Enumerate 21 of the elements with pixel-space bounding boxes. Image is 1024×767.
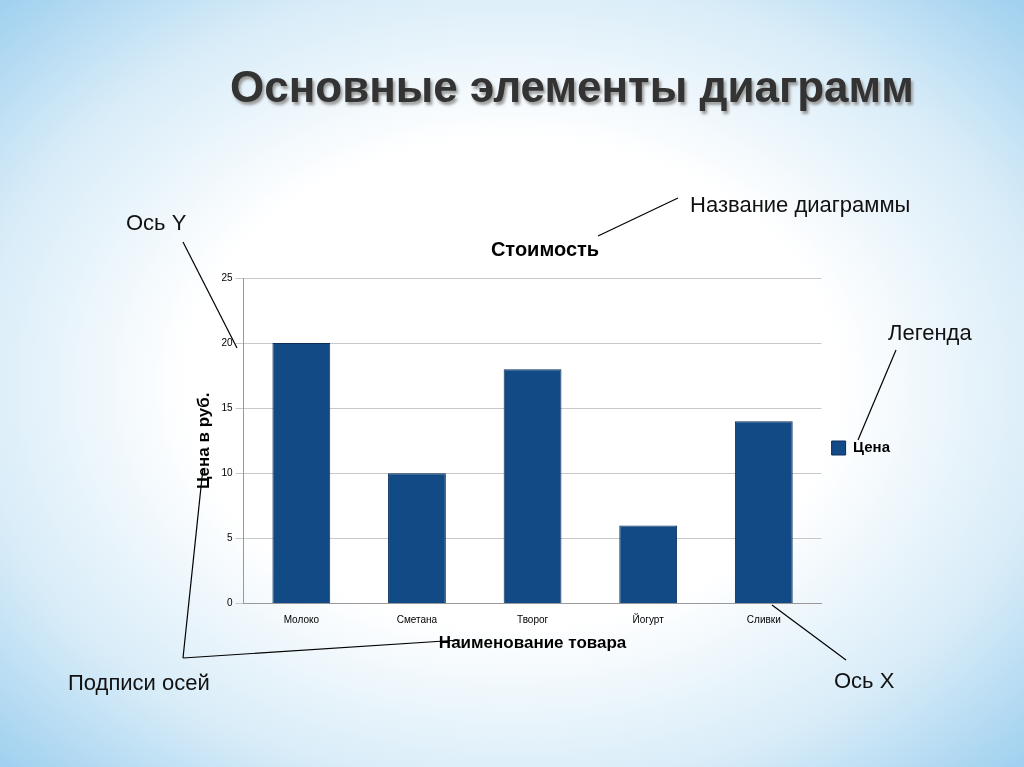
x-tick-label: Сливки bbox=[746, 614, 781, 626]
y-tick-label: 20 bbox=[221, 336, 233, 348]
x-tick-label: Молоко bbox=[283, 614, 320, 626]
x-tick-label: Сметана bbox=[396, 614, 438, 626]
text: Основные элементы диаграмм bbox=[230, 62, 914, 112]
y-tick-label: 25 bbox=[221, 271, 233, 283]
x-tick-label: Йогурт bbox=[632, 613, 665, 626]
text: Ось Y bbox=[126, 210, 187, 236]
y-tick-label: 0 bbox=[226, 597, 233, 609]
chart-title: Стоимость bbox=[490, 237, 600, 260]
legend-label: Цена bbox=[853, 438, 891, 456]
x-axis-title: Наименование товара bbox=[438, 633, 627, 653]
text: Подписи осей bbox=[68, 670, 210, 696]
y-tick-label: 10 bbox=[221, 467, 233, 479]
x-tick-label: Творог bbox=[516, 614, 549, 626]
y-tick-label: 5 bbox=[226, 532, 233, 544]
text: Ось X bbox=[834, 668, 895, 694]
y-tick-label: 15 bbox=[221, 401, 233, 413]
y-axis-title: Цена в руб. bbox=[193, 392, 213, 490]
text: Легенда bbox=[888, 320, 972, 346]
text: Название диаграммы bbox=[690, 192, 911, 218]
